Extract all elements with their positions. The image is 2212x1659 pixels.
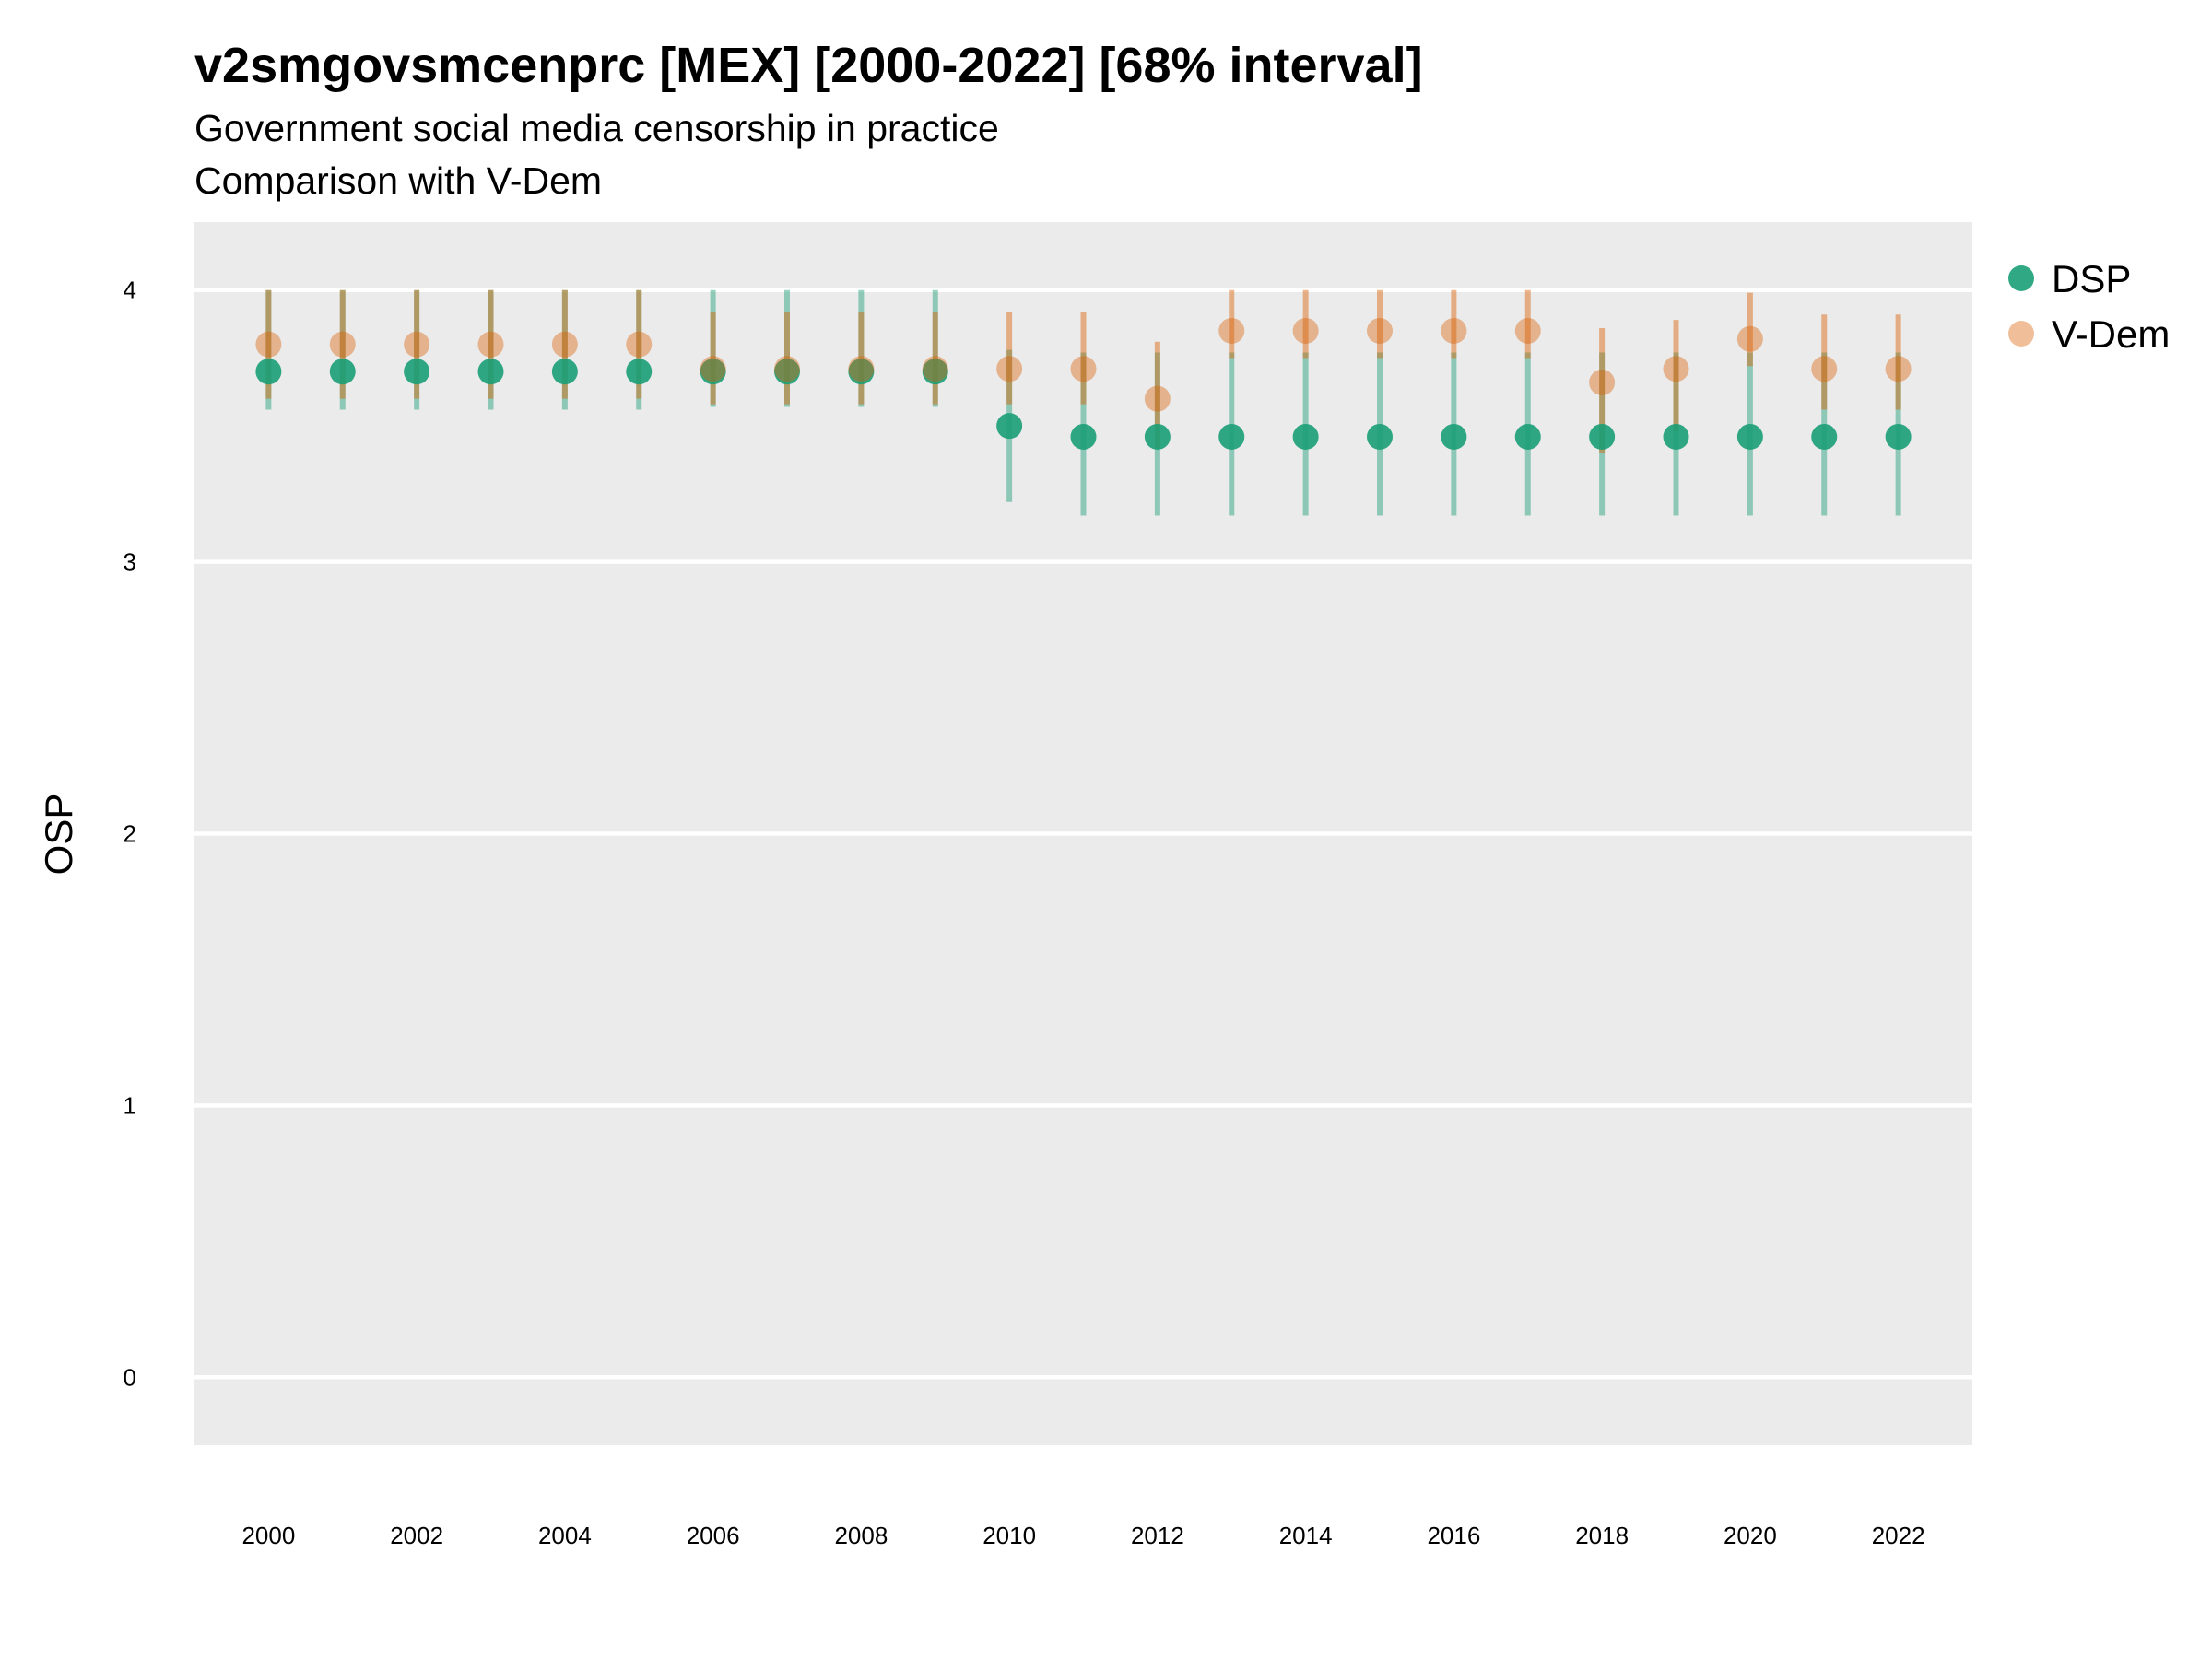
- legend-label-dsp: DSP: [2052, 257, 2131, 300]
- dsp-point: [1144, 423, 1171, 450]
- dsp-point: [1663, 423, 1689, 450]
- v-dem-point: [922, 356, 948, 382]
- y-axis-title: OSP: [37, 794, 80, 876]
- chart-title: v2smgovsmcenprc [MEX] [2000-2022] [68% i…: [194, 38, 1423, 93]
- dsp-point: [1885, 423, 1912, 450]
- chart-subtitle: Government social media censorship in pr…: [194, 107, 999, 149]
- series-layer: [255, 289, 1912, 516]
- v-dem-point: [1218, 317, 1245, 344]
- v-dem-point: [404, 331, 430, 358]
- dsp-point: [1367, 423, 1393, 450]
- v-dem-point: [1663, 356, 1689, 382]
- dsp-point: [1292, 423, 1319, 450]
- v-dem-point: [1736, 325, 1763, 352]
- x-tick-label: 2006: [687, 1522, 740, 1549]
- v-dem-point: [700, 356, 726, 382]
- dsp-point: [1811, 423, 1838, 450]
- v-dem-point: [996, 356, 1023, 382]
- dsp-point: [626, 359, 653, 385]
- legend-label-v-dem: V-Dem: [2052, 312, 2170, 356]
- dsp-point: [1218, 423, 1245, 450]
- y-tick-label: 4: [124, 276, 136, 304]
- dsp-point: [1441, 423, 1467, 450]
- v-dem-point: [255, 331, 282, 358]
- v-dem-point: [477, 331, 504, 358]
- y-tick-label: 2: [124, 820, 136, 848]
- gridlines: [194, 288, 1972, 1380]
- v-dem-point: [1292, 317, 1319, 344]
- v-dem-point: [1441, 317, 1467, 344]
- v-dem-point: [1589, 369, 1616, 395]
- x-tick-label: 2022: [1872, 1522, 1925, 1549]
- dsp-point: [1514, 423, 1541, 450]
- dsp-point: [551, 359, 578, 385]
- v-dem-point: [1367, 317, 1393, 344]
- dsp-point: [255, 359, 282, 385]
- x-tick-label: 2000: [241, 1522, 295, 1549]
- x-tick-label: 2014: [1279, 1522, 1333, 1549]
- dsp-point: [1070, 423, 1097, 450]
- x-tick-label: 2004: [538, 1522, 592, 1549]
- y-tick-label: 1: [124, 1091, 136, 1119]
- x-tick-label: 2002: [390, 1522, 443, 1549]
- v-dem-point: [551, 331, 578, 358]
- x-tick-label: 2008: [834, 1522, 888, 1549]
- dsp-point: [700, 359, 726, 385]
- v-dem-point: [626, 331, 653, 358]
- x-tick-label: 2012: [1131, 1522, 1184, 1549]
- y-tick-label: 0: [124, 1363, 136, 1391]
- v-dem-point: [1514, 317, 1541, 344]
- v-dem-point: [774, 356, 800, 382]
- dsp-point: [477, 359, 504, 385]
- dsp-point: [922, 359, 948, 385]
- axes: 0 1 2 3 4 2000 2002 2004 2006 2008 2010 2012 2014 201…: [124, 276, 1925, 1549]
- legend-key-v-dem: [2008, 321, 2034, 347]
- v-dem-point: [329, 331, 356, 358]
- dsp-point: [996, 413, 1023, 440]
- dsp-point: [404, 359, 430, 385]
- x-tick-label: 2018: [1575, 1522, 1629, 1549]
- legend-key-dsp: [2008, 265, 2034, 291]
- dsp-point: [1736, 423, 1763, 450]
- dsp-point: [329, 359, 356, 385]
- v-dem-point: [1070, 356, 1097, 382]
- chart-subtitle-secondary: Comparison with V-Dem: [194, 159, 603, 202]
- v-dem-point: [1811, 356, 1838, 382]
- dsp-point: [848, 359, 875, 385]
- v-dem-point: [1144, 385, 1171, 412]
- x-tick-label: 2016: [1427, 1522, 1480, 1549]
- legend: DSP V-Dem: [2008, 257, 2170, 356]
- x-tick-label: 2010: [982, 1522, 1036, 1549]
- x-tick-label: 2020: [1724, 1522, 1777, 1549]
- v-dem-point: [1885, 356, 1912, 382]
- dsp-point: [1589, 423, 1616, 450]
- dsp-point: [774, 359, 800, 385]
- v-dem-point: [848, 356, 875, 382]
- y-tick-label: 3: [124, 548, 136, 576]
